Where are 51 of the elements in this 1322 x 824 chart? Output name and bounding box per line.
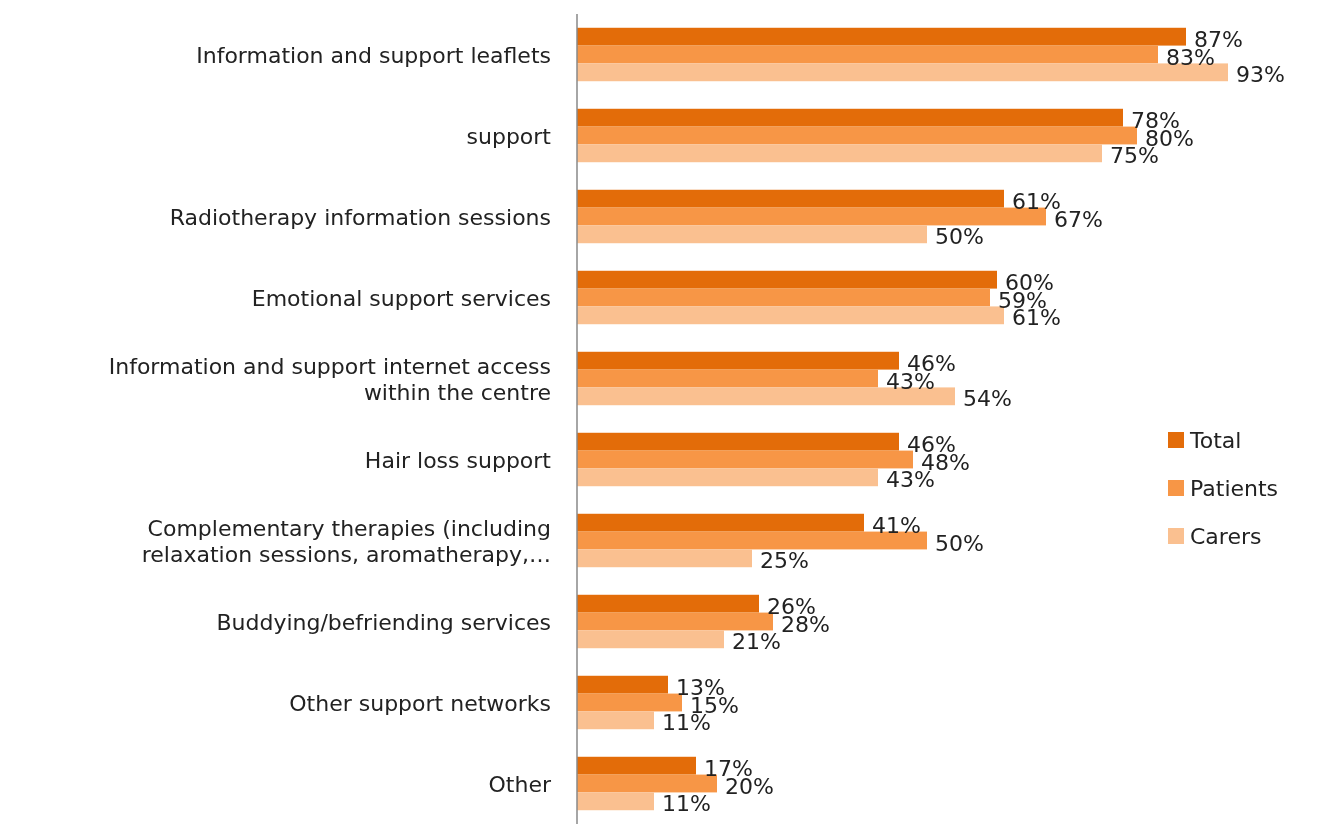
y-tick-label: Complementary therapies (including relaxation sessions, aromatherapy,… <box>141 515 551 567</box>
y-tick-label: Information and support internet access within the centre <box>108 353 551 405</box>
bar <box>577 774 717 793</box>
bar <box>577 756 696 775</box>
bar <box>577 306 1004 325</box>
bar <box>577 63 1228 82</box>
bar <box>577 108 1123 127</box>
y-tick-label: Radiotherapy information sessions <box>169 204 551 230</box>
bar <box>577 288 990 307</box>
legend-label: Total <box>1189 428 1242 453</box>
y-tick-label: Hair loss support <box>364 447 552 473</box>
bar <box>577 711 654 730</box>
data-label: 50% <box>935 224 984 250</box>
y-tick-label: Information and support leaflets <box>196 42 551 68</box>
data-label: 11% <box>662 791 711 817</box>
data-label: 93% <box>1236 62 1285 88</box>
y-tick-label: Emotional support services <box>251 285 551 311</box>
bar <box>577 531 927 550</box>
legend-label: Carers <box>1190 524 1262 549</box>
bar <box>577 612 773 631</box>
bar <box>577 675 668 694</box>
data-label: 25% <box>760 548 809 574</box>
bar <box>577 693 682 712</box>
bar <box>577 594 759 613</box>
bar <box>577 549 752 568</box>
y-tick-label: Buddying/befriending services <box>216 609 551 635</box>
bar <box>577 207 1046 226</box>
bar <box>577 630 724 649</box>
data-label: 21% <box>732 629 781 655</box>
y-tick-label: Other <box>488 771 552 797</box>
bar <box>577 27 1186 46</box>
bar <box>577 225 927 244</box>
data-label: 54% <box>963 386 1012 412</box>
bar <box>577 144 1102 163</box>
y-tick-label: support <box>466 123 552 149</box>
bar <box>577 45 1158 64</box>
bar <box>577 513 864 532</box>
data-label: 41% <box>872 512 921 538</box>
bar <box>577 432 899 451</box>
bar <box>577 270 997 289</box>
data-label: 50% <box>935 530 984 556</box>
bar <box>577 189 1004 208</box>
bar <box>577 792 654 811</box>
bar <box>577 387 955 406</box>
bar <box>577 351 899 370</box>
legend-label: Patients <box>1190 476 1279 501</box>
bar <box>577 468 878 487</box>
bar <box>577 126 1137 145</box>
bar <box>577 369 878 388</box>
bar <box>577 450 913 469</box>
y-tick-label: Other support networks <box>289 690 551 716</box>
